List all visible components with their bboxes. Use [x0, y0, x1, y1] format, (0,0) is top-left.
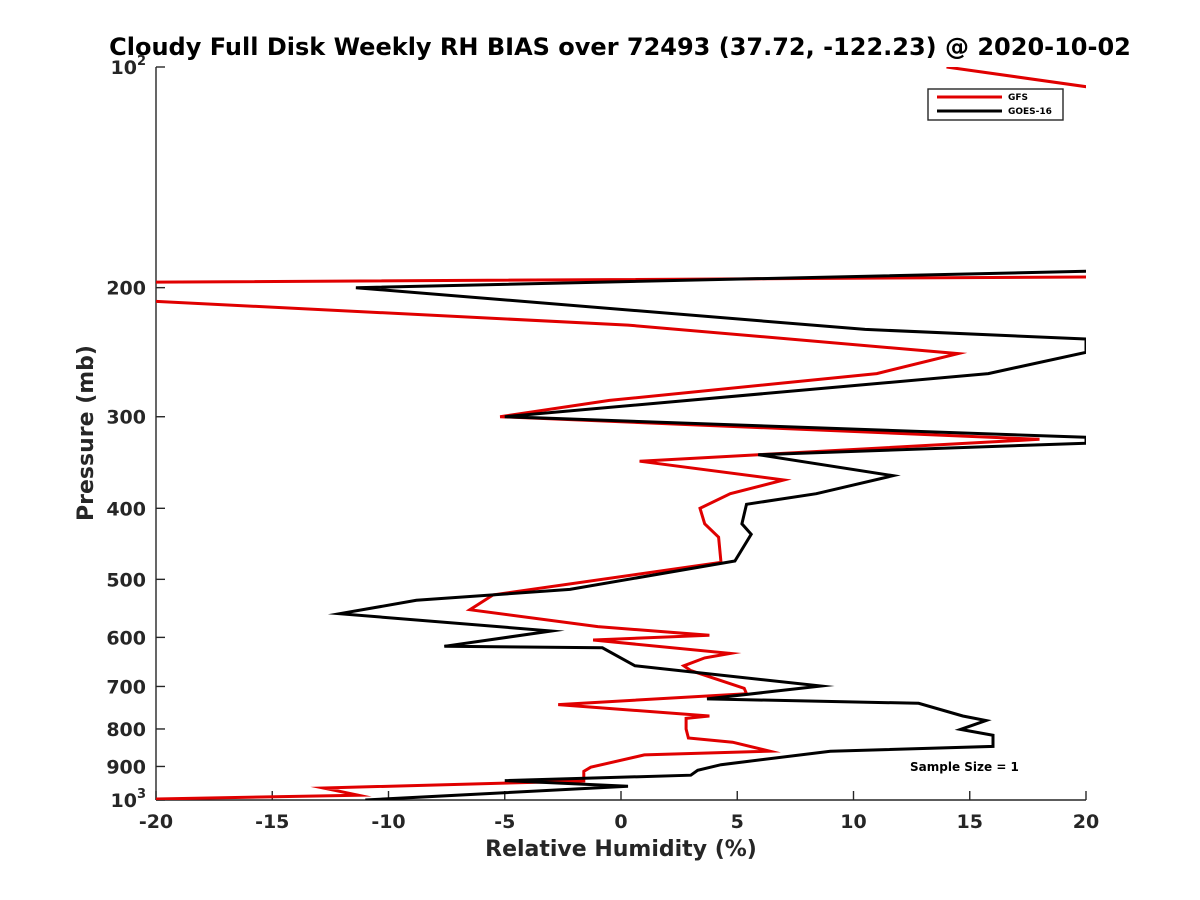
y-tick-label: 500 [106, 569, 146, 591]
legend-label: GOES-16 [1008, 107, 1052, 117]
y-tick-label: 200 [106, 278, 146, 300]
y-tick-label: 800 [106, 719, 146, 741]
x-tick-label: -15 [255, 811, 289, 833]
y-axis-label: Pressure (mb) [74, 345, 99, 521]
x-tick-label: -10 [371, 811, 405, 833]
legend-label: GFS [1008, 93, 1028, 103]
x-ticks: -20 -15 -10 -5 0 5 10 15 20 [139, 791, 1099, 833]
x-axis-label: Relative Humidity (%) [485, 837, 757, 862]
series-line-gfs [156, 67, 1086, 800]
legend: GFS GOES-16 [927, 88, 1064, 121]
series-layer [156, 67, 1086, 800]
y-tick-base: 10 [111, 57, 137, 79]
sample-size-annotation: Sample Size = 1 [910, 760, 1019, 774]
y-tick-label: 900 [106, 756, 146, 778]
x-tick-label: 10 [840, 811, 866, 833]
x-tick-label: -20 [139, 811, 173, 833]
y-tick-base: 10 [111, 790, 137, 812]
y-tick-label: 600 [106, 627, 146, 649]
x-tick-label: 0 [614, 811, 627, 833]
y-tick-label: 300 [106, 407, 146, 429]
x-tick-label: -5 [494, 811, 515, 833]
y-tick-label: 102 [111, 54, 147, 79]
x-tick-label: 15 [957, 811, 983, 833]
y-tick-label: 700 [106, 676, 146, 698]
legend-box [927, 88, 1064, 121]
y-tick-label: 103 [111, 787, 147, 812]
chart-title: Cloudy Full Disk Weekly RH BIAS over 724… [109, 33, 1131, 61]
y-tick-exponent: 3 [137, 787, 146, 802]
x-tick-label: 5 [731, 811, 744, 833]
series-line-goes-16 [327, 269, 1086, 800]
y-tick-label: 400 [106, 498, 146, 520]
y-tick-exponent: 2 [137, 54, 146, 69]
x-tick-label: 20 [1073, 811, 1099, 833]
